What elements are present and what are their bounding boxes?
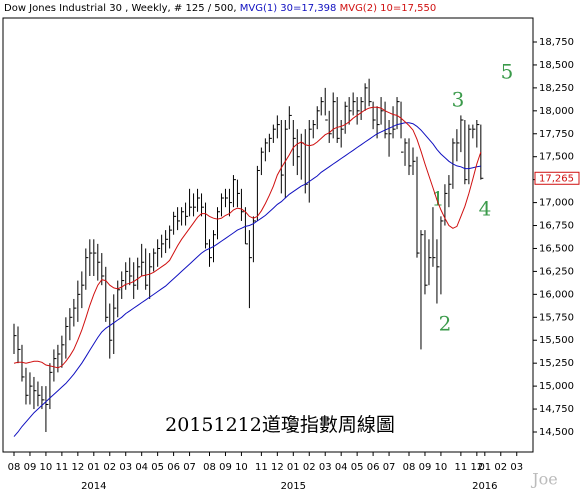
y-tick-label: 17,500 (539, 152, 574, 163)
wave-label: 2 (439, 312, 452, 336)
x-tick-label: 11 (56, 462, 69, 473)
y-tick-label: 16,250 (539, 266, 574, 277)
ma1-label: MVG(1) 30=17,398 (240, 3, 337, 14)
wave-label: 4 (479, 197, 492, 221)
y-tick-label: 18,000 (539, 106, 574, 117)
ma2-label: MVG(2) 10=17,550 (340, 3, 437, 14)
x-tick-label: 02 (303, 462, 316, 473)
x-tick-label: 03 (319, 462, 332, 473)
y-tick-label: 16,500 (539, 243, 574, 254)
y-tick-label: 16,000 (539, 289, 574, 300)
x-tick-label: 06 (367, 462, 380, 473)
wave-label: 5 (501, 60, 514, 84)
x-tick-label: 05 (351, 462, 364, 473)
y-tick-label: 15,750 (539, 312, 574, 323)
x-tick-label: 12 (71, 462, 84, 473)
x-tick-label: 01 (287, 462, 300, 473)
x-tick-label: 10 (40, 462, 53, 473)
y-tick-label: 14,750 (539, 404, 574, 415)
x-tick-label: 09 (419, 462, 432, 473)
x-tick-label: 12 (470, 462, 483, 473)
x-tick-label: 03 (119, 462, 132, 473)
y-tick-label: 18,750 (539, 37, 574, 48)
y-tick-label: 17,000 (539, 198, 574, 209)
plot-frame (2, 17, 534, 453)
year-label: 2014 (81, 481, 106, 492)
y-tick-label: 15,500 (539, 335, 574, 346)
wave-label: 3 (452, 88, 465, 112)
y-tick-label: 15,000 (539, 381, 574, 392)
x-tick-label: 11 (455, 462, 468, 473)
year-label: 2015 (281, 481, 306, 492)
x-tick-label: 05 (151, 462, 164, 473)
title: Dow Jones Industrial 30 , Weekly, # 125 … (4, 3, 237, 14)
x-tick-label: 02 (103, 462, 116, 473)
ma-line (13, 122, 481, 437)
caption: 20151212道瓊指數周線圖 (165, 414, 395, 436)
x-tick-label: 10 (435, 462, 448, 473)
last-price-label: 17,265 (539, 173, 574, 184)
x-tick-label: 09 (219, 462, 232, 473)
x-tick-label: 01 (478, 462, 491, 473)
x-tick-label: 08 (8, 462, 21, 473)
x-tick-label: 11 (255, 462, 268, 473)
watermark: Joe (530, 470, 558, 489)
x-tick-label: 07 (383, 462, 396, 473)
y-tick-label: 18,250 (539, 83, 574, 94)
x-tick-label: 03 (510, 462, 523, 473)
y-tick-label: 15,250 (539, 358, 574, 369)
x-tick-label: 04 (135, 462, 148, 473)
x-tick-label: 08 (403, 462, 416, 473)
x-tick-label: 09 (24, 462, 37, 473)
chart-title: Dow Jones Industrial 30 , Weekly, # 125 … (4, 3, 436, 14)
x-tick-label: 12 (271, 462, 284, 473)
y-tick-label: 18,500 (539, 60, 574, 71)
x-tick-label: 07 (183, 462, 196, 473)
x-tick-label: 10 (235, 462, 248, 473)
x-tick-label: 04 (335, 462, 348, 473)
y-tick-label: 17,750 (539, 129, 574, 140)
x-tick-label: 08 (203, 462, 216, 473)
x-tick-label: 02 (494, 462, 507, 473)
year-label: 2016 (472, 481, 497, 492)
y-tick-label: 16,750 (539, 221, 574, 232)
ma-line (13, 106, 482, 369)
last-price-box (534, 171, 580, 185)
x-tick-label: 06 (167, 462, 180, 473)
x-tick-label: 01 (87, 462, 100, 473)
y-tick-label: 14,500 (539, 427, 574, 438)
